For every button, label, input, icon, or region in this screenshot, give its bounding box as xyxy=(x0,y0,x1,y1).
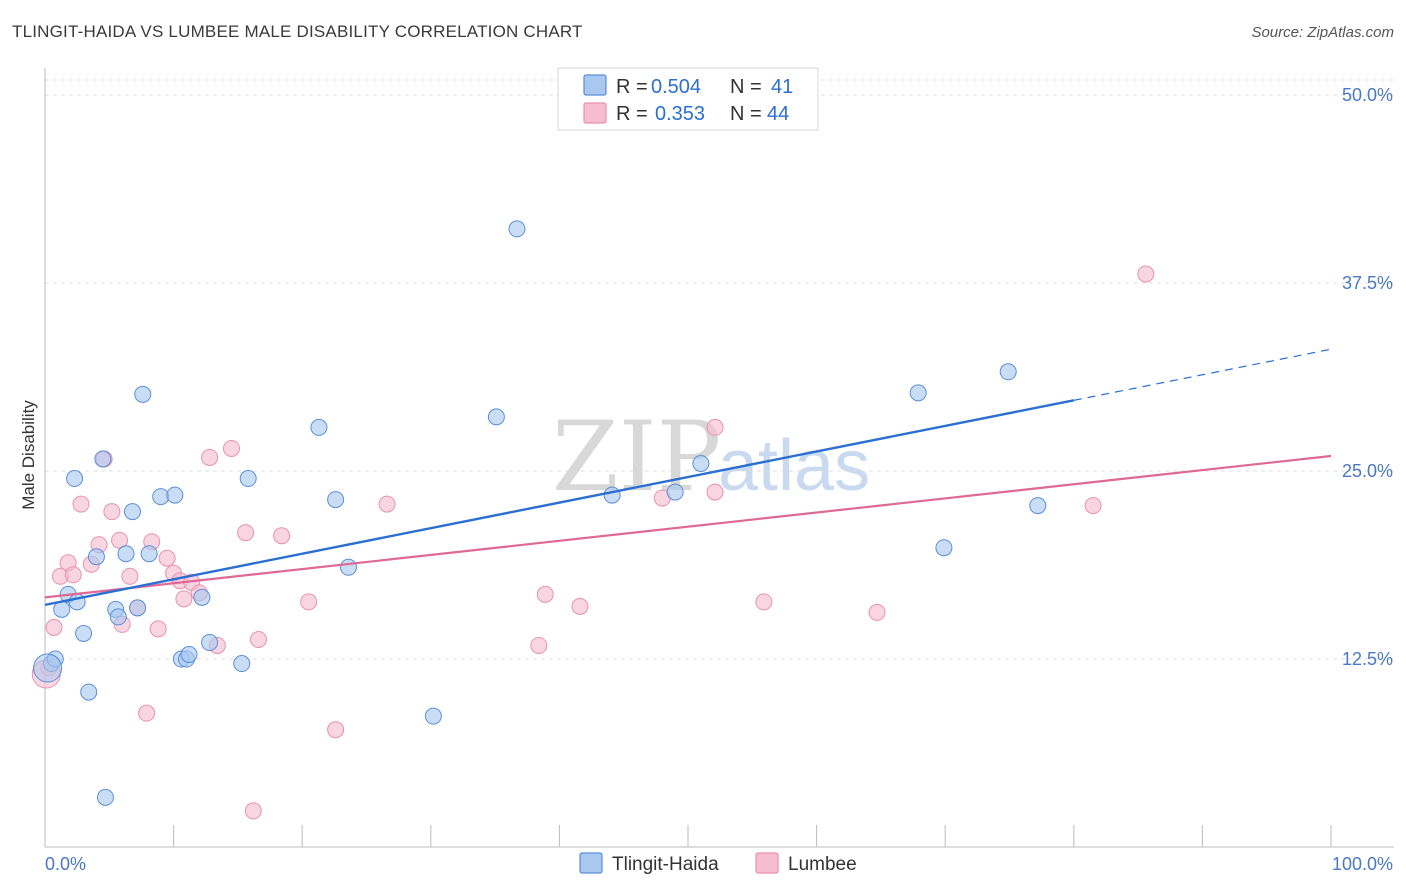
legend-r-label-2: R = xyxy=(616,103,648,125)
point-lumbee xyxy=(1084,497,1102,515)
point-lumbee xyxy=(175,590,193,608)
x-tick-label: 0.0% xyxy=(45,854,86,874)
correlation-legend: R = 0.504 N = 41 R = 0.353 N = 44 xyxy=(557,67,819,131)
point-tlingit-haida xyxy=(508,220,526,238)
point-lumbee xyxy=(158,549,176,567)
point-tlingit-haida xyxy=(109,608,127,626)
point-tlingit-haida xyxy=(123,503,141,521)
point-lumbee xyxy=(755,593,773,611)
point-lumbee xyxy=(249,630,267,648)
legend-swatch-lumbee xyxy=(583,102,607,124)
point-tlingit-haida xyxy=(80,683,98,701)
point-tlingit-haida xyxy=(339,558,357,576)
point-tlingit-haida xyxy=(327,491,345,509)
point-tlingit-haida xyxy=(140,545,158,563)
point-tlingit-haida xyxy=(999,363,1017,381)
trend-line-lumbee xyxy=(44,454,1332,599)
point-tlingit-haida xyxy=(94,450,112,468)
point-tlingit-haida xyxy=(166,486,184,504)
point-lumbee xyxy=(149,620,167,638)
point-lumbee xyxy=(571,597,589,615)
point-lumbee xyxy=(121,567,139,585)
point-lumbee xyxy=(222,439,240,457)
point-tlingit-haida xyxy=(935,539,953,557)
point-tlingit-haida xyxy=(424,707,442,725)
point-tlingit-haida xyxy=(96,788,114,806)
point-tlingit-haida xyxy=(87,548,105,566)
point-lumbee xyxy=(706,418,724,436)
axes xyxy=(44,68,1394,848)
point-lumbee xyxy=(327,721,345,739)
point-tlingit-haida xyxy=(193,588,211,606)
point-tlingit-haida xyxy=(909,384,927,402)
x-tick-labels: 0.0% 100.0% xyxy=(45,854,1393,874)
point-tlingit-haida xyxy=(487,408,505,426)
point-lumbee xyxy=(237,524,255,542)
point-tlingit-haida xyxy=(180,645,198,663)
y-axis-title: Male Disability xyxy=(19,400,38,510)
bottom-legend-swatch-tlingit-haida xyxy=(579,852,603,874)
bottom-legend-label-tlingit-haida: Tlingit-Haida xyxy=(612,854,719,875)
point-tlingit-haida xyxy=(134,385,152,403)
grid-lines xyxy=(45,79,1394,660)
point-lumbee xyxy=(244,802,262,820)
point-tlingit-haida xyxy=(201,633,219,651)
source-label: Source: ZipAtlas.com xyxy=(1251,24,1394,41)
point-tlingit-haida xyxy=(310,418,328,436)
point-lumbee xyxy=(201,448,219,466)
series-lumbee xyxy=(31,265,1155,820)
point-lumbee xyxy=(706,483,724,501)
point-tlingit-haida xyxy=(692,455,710,472)
legend-n-value-2: 44 xyxy=(767,103,789,125)
point-lumbee xyxy=(536,585,554,603)
y-tick-label: 37.5% xyxy=(1342,273,1393,293)
point-lumbee xyxy=(1137,265,1155,283)
point-tlingit-haida xyxy=(666,483,684,501)
trend-line-tlingit-haida-extension xyxy=(1073,348,1332,401)
series-tlingit-haida xyxy=(33,220,1047,806)
legend-r-value-1: 0.504 xyxy=(651,76,701,98)
point-tlingit-haida xyxy=(239,470,257,488)
point-lumbee xyxy=(530,636,548,654)
legend-n-value-1: 41 xyxy=(771,76,793,98)
point-tlingit-haida xyxy=(117,545,135,563)
point-lumbee xyxy=(378,495,396,513)
point-tlingit-haida xyxy=(66,470,84,488)
point-lumbee xyxy=(300,593,318,611)
legend-r-label-1: R = xyxy=(616,76,648,98)
legend-n-label-2: N = xyxy=(730,103,762,125)
point-lumbee xyxy=(138,704,156,722)
point-tlingit-haida xyxy=(603,486,621,504)
series-legend: Tlingit-Haida Lumbee xyxy=(579,852,857,875)
point-lumbee xyxy=(45,618,63,636)
point-tlingit-haida xyxy=(1029,497,1047,515)
point-lumbee xyxy=(273,527,291,545)
point-tlingit-haida xyxy=(129,599,147,617)
point-tlingit-haida xyxy=(75,624,93,642)
point-lumbee xyxy=(72,495,90,513)
bottom-legend-label-lumbee: Lumbee xyxy=(788,854,857,875)
bottom-legend-swatch-lumbee xyxy=(755,852,779,874)
point-lumbee xyxy=(868,603,886,621)
point-tlingit-haida xyxy=(233,655,251,673)
point-tlingit-haida xyxy=(152,488,170,506)
y-tick-label: 12.5% xyxy=(1342,649,1393,669)
watermark-zip: ZIP xyxy=(552,401,721,513)
point-lumbee xyxy=(64,566,82,584)
y-tick-label: 25.0% xyxy=(1342,461,1393,481)
trend-line-tlingit-haida xyxy=(44,399,1075,607)
legend-swatch-tlingit-haida xyxy=(583,74,607,96)
point-tlingit-haida xyxy=(33,653,63,683)
legend-r-value-2: 0.353 xyxy=(655,103,705,125)
trend-lines xyxy=(44,348,1332,607)
point-lumbee xyxy=(103,503,121,521)
chart-title: TLINGIT-HAIDA VS LUMBEE MALE DISABILITY … xyxy=(12,22,583,41)
y-tick-label: 50.0% xyxy=(1342,85,1393,105)
legend-n-label-1: N = xyxy=(730,76,762,98)
y-tick-labels: 12.5% 25.0% 37.5% 50.0% xyxy=(1342,85,1393,669)
x-tick-label: 100.0% xyxy=(1332,854,1393,874)
